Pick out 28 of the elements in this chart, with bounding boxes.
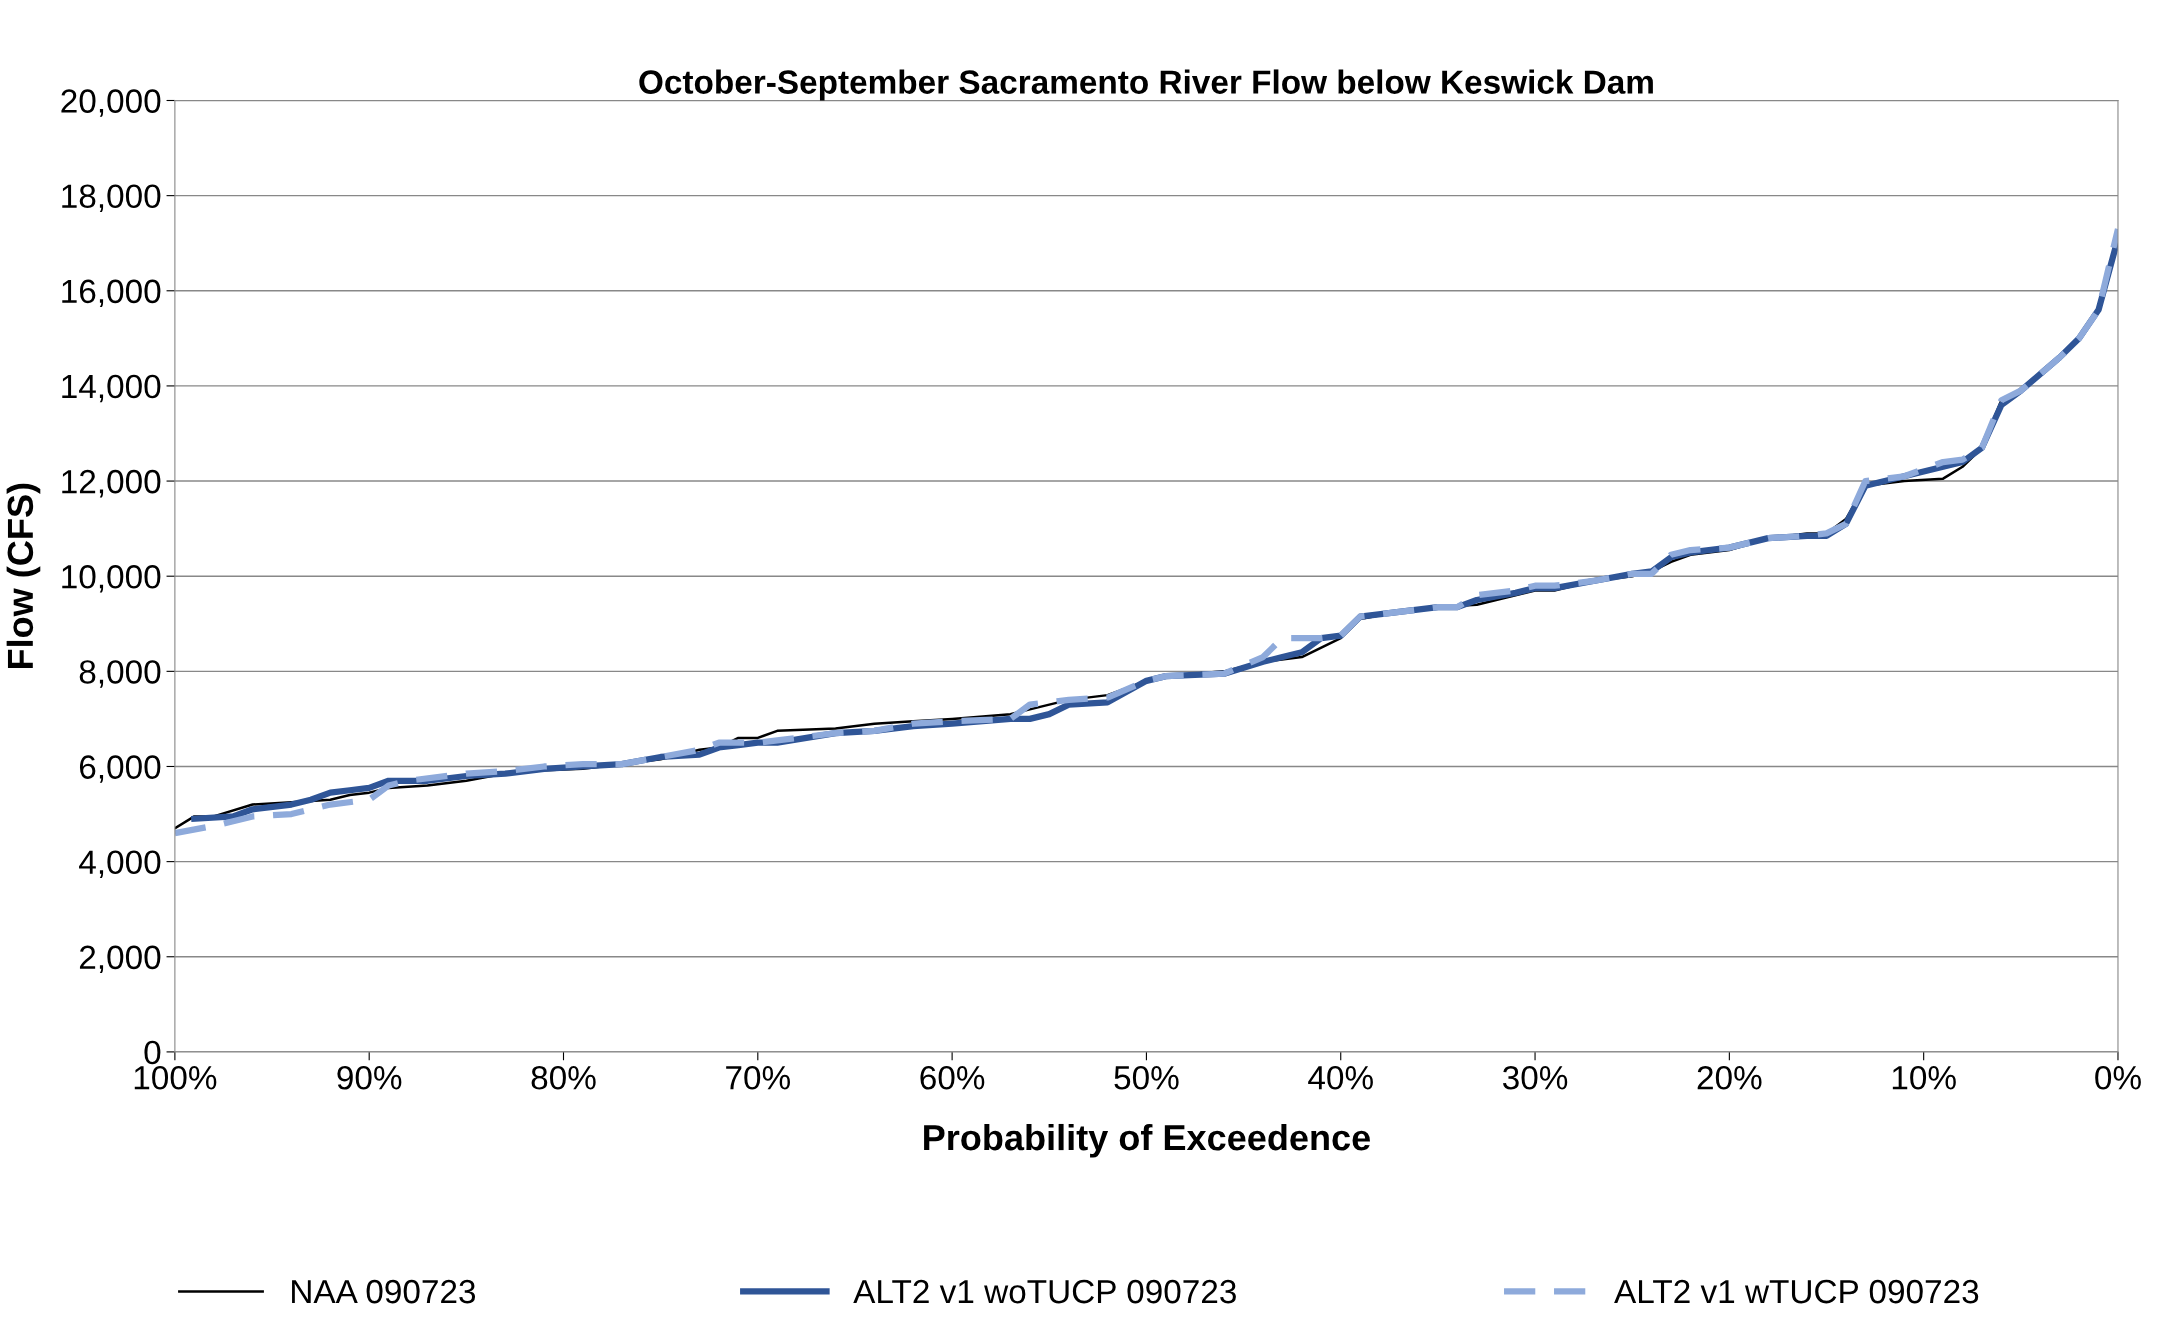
x-tick-label: 10%	[1892, 1065, 1956, 1090]
x-tick-label: 30%	[1502, 1065, 1568, 1090]
y-tick-label: 20,000	[61, 89, 161, 117]
y-tick-label: 6,000	[79, 755, 161, 783]
x-tick-label: 40%	[1308, 1065, 1373, 1090]
y-tick-label: 8,000	[79, 660, 161, 688]
legend-label: ALT2 v1 wTUCP 090723	[1614, 1279, 1979, 1304]
x-tick-label: 60%	[920, 1065, 985, 1090]
y-tick-label: 10,000	[62, 565, 161, 593]
y-axis-title: Flow (CFS)	[6, 483, 41, 669]
y-tick-label: 0	[144, 1040, 161, 1065]
y-tick-label: 18,000	[62, 184, 161, 212]
x-axis-title: Probability of Exceedence	[924, 1123, 1370, 1158]
legend-label: ALT2 v1 woTUCP 090723	[853, 1279, 1236, 1304]
x-tick-label: 70%	[726, 1065, 790, 1090]
x-tick-label: 90%	[337, 1065, 402, 1090]
y-tick-label: 2,000	[79, 945, 161, 974]
legend-label: NAA 090723	[292, 1279, 476, 1304]
y-tick-label: 12,000	[62, 469, 161, 498]
x-tick-label: 80%	[531, 1065, 596, 1090]
x-tick-label: 0%	[2095, 1065, 2141, 1090]
chart-title: October-September Sacramento River Flow below Keswick Dam	[639, 69, 1653, 101]
x-tick-label: 100%	[134, 1065, 217, 1090]
x-tick-label: 20%	[1697, 1065, 1762, 1090]
x-tick-label: 50%	[1114, 1065, 1179, 1090]
y-tick-label: 16,000	[62, 279, 161, 308]
y-tick-label: 4,000	[79, 850, 161, 878]
y-tick-label: 14,000	[62, 374, 161, 403]
